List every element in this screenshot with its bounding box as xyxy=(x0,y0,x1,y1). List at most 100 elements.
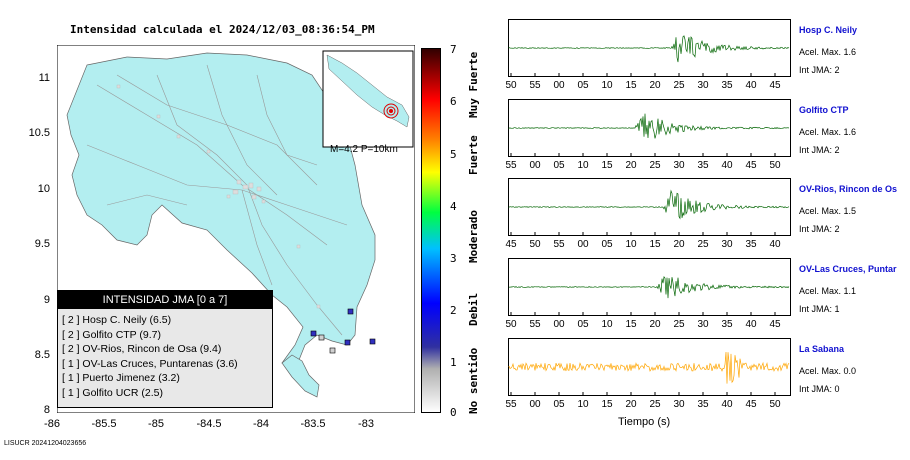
colorbar-tick: 4 xyxy=(450,200,457,213)
map-xtick: -84.5 xyxy=(196,418,222,430)
waveform-tick-label: 30 xyxy=(697,319,709,330)
waveform-tick-label: 35 xyxy=(697,399,709,410)
map-ytick: 10.5 xyxy=(28,127,50,139)
page-title: Intensidad calculada el 2024/12/03_08:36… xyxy=(70,23,375,36)
waveform-tick-label: 15 xyxy=(625,80,637,91)
waveform-tick-label: 40 xyxy=(721,160,733,171)
station-name: La Sabana xyxy=(799,344,845,354)
waveform-tick-label: 05 xyxy=(553,399,565,410)
legend-item: [ 1 ] OV-Las Cruces, Puntarenas (3.6) xyxy=(62,357,238,370)
waveform-panel xyxy=(508,178,791,236)
waveform-tick-label: 05 xyxy=(577,319,589,330)
colorbar-tick: 0 xyxy=(450,406,457,419)
map-ytick: 8.5 xyxy=(34,349,50,361)
colorbar-label-debil: Debil xyxy=(467,292,480,326)
waveform-tick-label: 40 xyxy=(769,239,781,250)
waveform-tick-label: 25 xyxy=(697,239,709,250)
station-name: Golfito CTP xyxy=(799,105,849,115)
legend-item: [ 1 ] Puerto Jimenez (3.2) xyxy=(62,372,180,384)
map-xtick: -85 xyxy=(148,418,164,430)
waveform-tick-label: 45 xyxy=(769,319,781,330)
map-xtick: -83.5 xyxy=(300,418,326,430)
legend-item: [ 2 ] Hosp C. Neily (6.5) xyxy=(62,314,172,326)
waveform-tick-label: 00 xyxy=(553,319,565,330)
waveform-tick-label: 35 xyxy=(721,319,733,330)
waveform-tick-label: 05 xyxy=(601,239,613,250)
waveform-tick-label: 05 xyxy=(577,80,589,91)
station-name: Hosp C. Neily xyxy=(799,25,858,35)
waveform-trace xyxy=(508,275,790,299)
waveform-tick-label: 25 xyxy=(673,80,685,91)
waveform-tick-label: 55 xyxy=(529,319,541,330)
waveform-tick-label: 20 xyxy=(673,239,685,250)
osa-peninsula xyxy=(281,354,320,398)
waveform-tick-label: 50 xyxy=(769,160,781,171)
waveform-tick-label: 10 xyxy=(625,239,637,250)
legend-title: INTENSIDAD JMA [0 a 7] xyxy=(58,291,272,309)
colorbar-tick: 1 xyxy=(450,356,457,369)
waveform-tick-label: 40 xyxy=(721,399,733,410)
waveform-tick-label: 30 xyxy=(697,80,709,91)
legend-item: [ 2 ] OV-Rios, Rincon de Osa (9.4) xyxy=(62,343,222,355)
waveform-tick-label: 20 xyxy=(625,399,637,410)
station-max-accel: Acel. Max. 0.0 xyxy=(799,366,857,376)
waveform-tick-label: 20 xyxy=(625,160,637,171)
waveform-tick-label: 10 xyxy=(601,80,613,91)
colorbar-label-no-sentido: No sentido xyxy=(467,347,480,414)
waveform-tick-label: 20 xyxy=(649,80,661,91)
colorbar-label-fuerte: Fuerte xyxy=(467,135,480,175)
waveform-tick-label: 55 xyxy=(505,399,517,410)
waveform-trace xyxy=(508,351,790,384)
map-ytick: 11 xyxy=(38,72,50,84)
waveform-tick-label: 25 xyxy=(649,399,661,410)
waveform-tick-label: 10 xyxy=(601,319,613,330)
station-intensity: Int JMA: 1 xyxy=(799,304,840,314)
map-xtick: -83 xyxy=(358,418,374,430)
station-max-accel: Acel. Max. 1.5 xyxy=(799,206,857,216)
waveform-tick-label: 50 xyxy=(505,80,517,91)
road-network xyxy=(86,64,348,336)
waveform-tick-label: 50 xyxy=(769,399,781,410)
inset-magnitude-label: M=4.2 P=10km xyxy=(330,144,398,155)
waveform-tick-label: 15 xyxy=(601,399,613,410)
location-inset xyxy=(322,50,414,148)
legend-item: [ 1 ] Golfito UCR (2.5) xyxy=(62,386,163,399)
waveform-tick-label: 10 xyxy=(577,160,589,171)
waveform-tick-label: 45 xyxy=(745,160,757,171)
station-name: OV-Rios, Rincon de Os xyxy=(799,184,898,194)
station-max-accel: Acel. Max. 1.6 xyxy=(799,47,857,57)
waveform-panel xyxy=(508,19,791,77)
waveform-tick-label: 35 xyxy=(745,239,757,250)
map-ytick: 8 xyxy=(43,404,50,416)
station-intensity: Int JMA: 2 xyxy=(799,65,840,75)
waveform-tick-label: 55 xyxy=(553,239,565,250)
map-xtick: -85.5 xyxy=(91,418,117,430)
colorbar-tick: 2 xyxy=(450,304,457,317)
colorbar-label-muy-fuerte: Muy Fuerte xyxy=(467,51,480,118)
waveform-tick-label: 25 xyxy=(649,160,661,171)
waveform-panel xyxy=(508,99,791,157)
time-axis-label: Tiempo (s) xyxy=(618,416,671,428)
colorbar-tick: 7 xyxy=(450,43,457,56)
waveform-tick-label: 20 xyxy=(649,319,661,330)
colorbar-tick: 6 xyxy=(450,95,457,108)
waveform-trace xyxy=(508,113,789,139)
waveform-tick-label: 55 xyxy=(529,80,541,91)
station-markers xyxy=(310,308,376,354)
waveform-tick-label: 00 xyxy=(529,399,541,410)
waveform-tick-label: 40 xyxy=(745,319,757,330)
waveform-tick-label: 25 xyxy=(673,319,685,330)
waveform-tick-label: 00 xyxy=(553,80,565,91)
footer-id: LISUCR 20241204023656 xyxy=(4,440,87,447)
waveform-tick-label: 45 xyxy=(745,399,757,410)
map-ytick: 9 xyxy=(43,294,50,306)
station-intensity: Int JMA: 2 xyxy=(799,224,840,234)
waveform-tick-label: 30 xyxy=(673,160,685,171)
map-xtick: -86 xyxy=(44,418,60,430)
waveform-tick-label: 05 xyxy=(553,160,565,171)
waveform-tick-label: 30 xyxy=(721,239,733,250)
waveform-tick-label: 45 xyxy=(769,80,781,91)
waveform-tick-label: 15 xyxy=(601,160,613,171)
towns xyxy=(116,84,321,309)
epicenter-icon xyxy=(383,103,399,119)
